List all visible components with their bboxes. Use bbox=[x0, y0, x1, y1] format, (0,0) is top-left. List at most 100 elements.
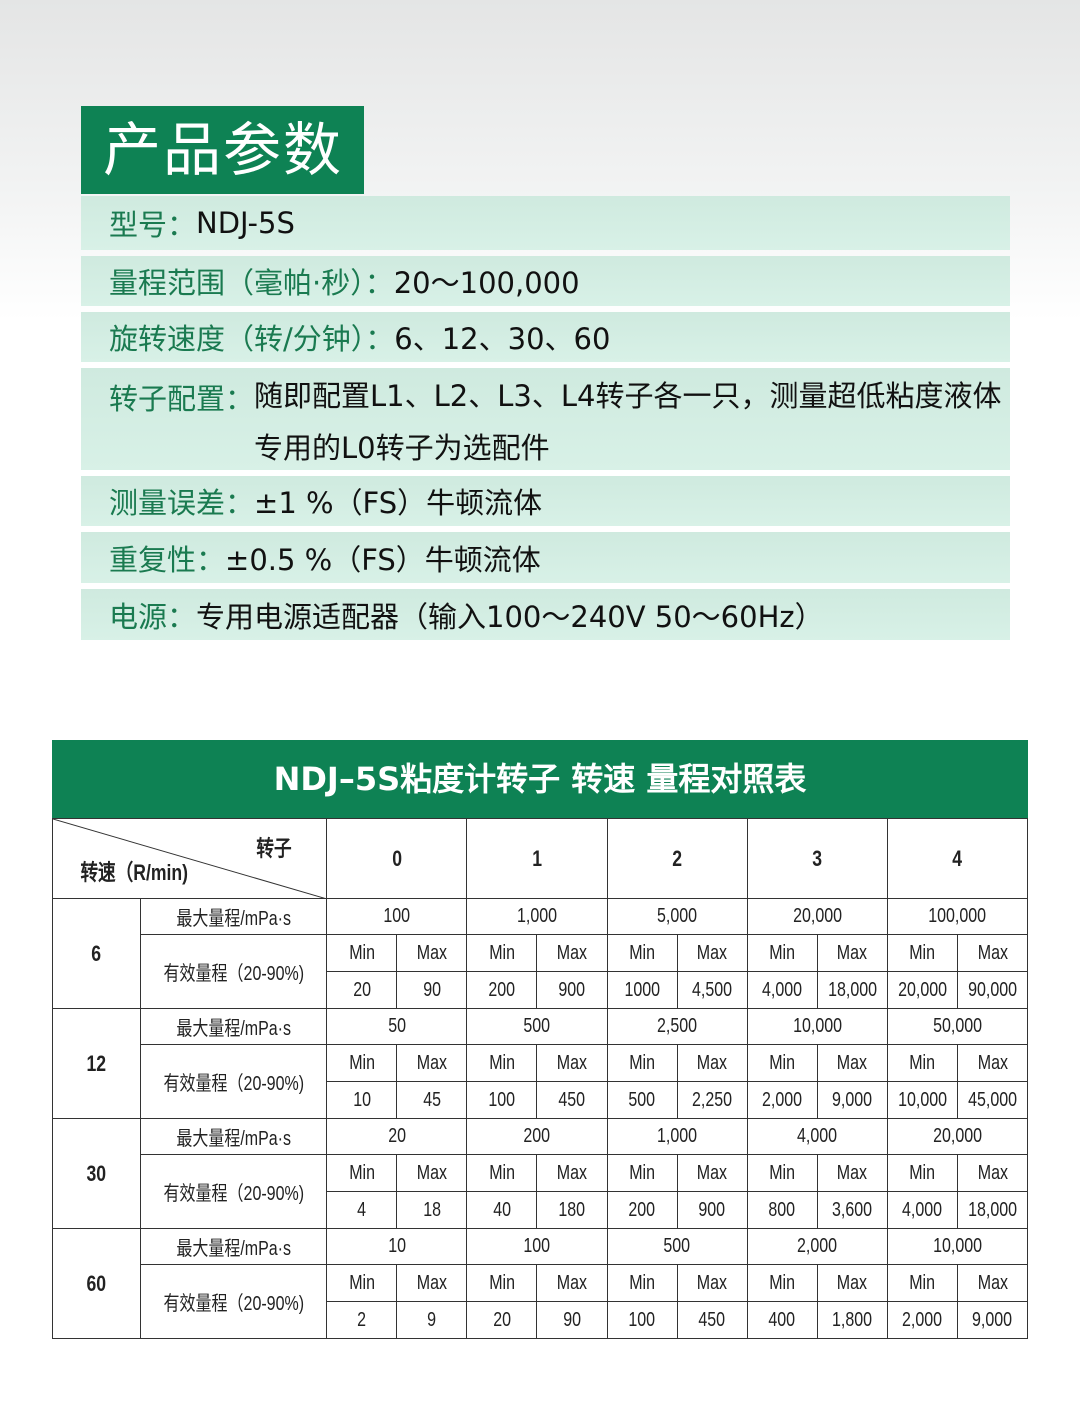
effective-range-label: 有效量程（20-90%) bbox=[140, 1264, 328, 1339]
max-range-label: 最大量程/mPa·s bbox=[140, 898, 328, 935]
max-value: 18,000 bbox=[816, 971, 888, 1009]
min-header: Min bbox=[466, 1044, 538, 1082]
table-row: 有效量程（20-90%) Min Max Min Max Min Max Min Max Min M… bbox=[53, 1264, 1029, 1339]
table-row: 20 90 200 900 1000 4,500 4,000 18,000 20,000 90,0… bbox=[53, 971, 1029, 1009]
rotor-col-header: 3 bbox=[746, 818, 888, 899]
rotor-col-header: 4 bbox=[886, 818, 1029, 899]
max-range-value: 50,000 bbox=[886, 1008, 1029, 1045]
max-range-value: 100 bbox=[326, 898, 468, 935]
min-value: 2,000 bbox=[886, 1301, 958, 1339]
max-value: 45,000 bbox=[956, 1081, 1029, 1119]
min-value: 10 bbox=[326, 1081, 398, 1119]
min-value: 20 bbox=[466, 1301, 538, 1339]
max-header: Max bbox=[676, 934, 748, 972]
max-range-label: 最大量程/mPa·s bbox=[140, 1008, 328, 1045]
table-row: 30 最大量程/mPa·s 20 200 1,000 4,000 20,000 bbox=[51, 1118, 1029, 1229]
spec-label: 测量误差： bbox=[109, 486, 255, 520]
max-header: Max bbox=[536, 1264, 608, 1302]
min-value: 2 bbox=[326, 1301, 398, 1339]
table-row: 12 最大量程/mPa·s 50 500 2,500 10,000 50,000 bbox=[51, 1008, 1029, 1119]
speed-cell: 60 bbox=[51, 1228, 142, 1339]
max-header: Max bbox=[676, 1264, 748, 1302]
min-header: Min bbox=[466, 1264, 538, 1302]
max-value: 90 bbox=[396, 971, 468, 1009]
spec-value: ±0.5 %（FS）牛顿流体 bbox=[225, 542, 541, 577]
spec-row: 重复性： ±0.5 %（FS）牛顿流体 bbox=[81, 532, 1010, 583]
spec-row: 转子配置： 随即配置L1、L2、L3、L4转子各一只，测量超低粘度液体专用的L0转… bbox=[81, 368, 1010, 470]
max-value: 450 bbox=[676, 1301, 748, 1339]
effective-range-label: 有效量程（20-90%) bbox=[140, 1154, 328, 1229]
spec-label: 重复性： bbox=[109, 542, 226, 577]
spec-label: 电源： bbox=[109, 599, 197, 634]
min-value: 4 bbox=[326, 1191, 398, 1229]
rotor-col-header: 1 bbox=[466, 818, 608, 899]
max-header: Max bbox=[956, 1264, 1029, 1302]
max-value: 900 bbox=[536, 971, 608, 1009]
max-header: Max bbox=[816, 1154, 888, 1192]
max-value: 9,000 bbox=[956, 1301, 1029, 1339]
rotor-header: 转子 bbox=[256, 836, 292, 861]
max-range-value: 20,000 bbox=[746, 898, 888, 935]
max-header: Max bbox=[396, 1264, 468, 1302]
max-header: Max bbox=[816, 934, 888, 972]
min-header: Min bbox=[746, 1044, 818, 1082]
max-range-value: 5,000 bbox=[606, 898, 748, 935]
min-value: 100 bbox=[606, 1301, 678, 1339]
speed-cell: 30 bbox=[51, 1118, 142, 1229]
min-value: 200 bbox=[466, 971, 538, 1009]
max-header: Max bbox=[536, 1154, 608, 1192]
spec-value: 随即配置L1、L2、L3、L4转子各一只，测量超低粘度液体专用的L0转子为选配件 bbox=[254, 379, 1002, 465]
max-range-value: 10 bbox=[326, 1228, 468, 1265]
spec-row: 量程范围（毫帕·秒）： 20～100,000 bbox=[81, 256, 1010, 306]
corner-cell: 转子 转速（R/min) bbox=[51, 818, 328, 899]
min-value: 10,000 bbox=[886, 1081, 958, 1119]
spec-value: 20～100,000 bbox=[393, 266, 580, 300]
min-header: Min bbox=[886, 1044, 958, 1082]
max-range-label: 最大量程/mPa·s bbox=[140, 1228, 328, 1265]
min-header: Min bbox=[746, 1154, 818, 1192]
table-row: 60 最大量程/mPa·s 10 100 500 2,000 10,000 bbox=[51, 1228, 1029, 1339]
min-value: 20,000 bbox=[886, 971, 958, 1009]
table-row: 10 45 100 450 500 2,250 2,000 9,000 10,000 45,000 bbox=[53, 1081, 1029, 1119]
max-range-value: 2,000 bbox=[746, 1228, 888, 1265]
spec-value: 专用电源适配器（输入100～240V 50～60Hz） bbox=[196, 599, 824, 634]
spec-value: 6、12、30、60 bbox=[394, 322, 611, 356]
max-header: Max bbox=[816, 1264, 888, 1302]
max-value: 90 bbox=[536, 1301, 608, 1339]
min-value: 400 bbox=[746, 1301, 818, 1339]
spec-row: 电源： 专用电源适配器（输入100～240V 50～60Hz） bbox=[81, 589, 1010, 640]
max-range-value: 200 bbox=[466, 1118, 608, 1155]
min-header: Min bbox=[326, 1044, 398, 1082]
min-header: Min bbox=[886, 1154, 958, 1192]
max-value: 2,250 bbox=[676, 1081, 748, 1119]
max-range-label: 最大量程/mPa·s bbox=[140, 1118, 328, 1155]
rotor-col-header: 2 bbox=[606, 818, 748, 899]
min-value: 1000 bbox=[606, 971, 678, 1009]
min-header: Min bbox=[886, 934, 958, 972]
min-value: 4,000 bbox=[886, 1191, 958, 1229]
min-value: 40 bbox=[466, 1191, 538, 1229]
spec-label: 量程范围（毫帕·秒）： bbox=[109, 266, 394, 300]
speed-cell: 6 bbox=[51, 898, 142, 1009]
max-value: 900 bbox=[676, 1191, 748, 1229]
min-header: Min bbox=[606, 1154, 678, 1192]
rotor-col-header: 0 bbox=[326, 818, 468, 899]
speed-cell: 12 bbox=[51, 1008, 142, 1119]
table-row: 有效量程（20-90%) Min Max Min Max Min Max Min Max Min M… bbox=[53, 1154, 1029, 1229]
table-row: 2 9 20 90 100 450 400 1,800 2,000 9,000 bbox=[53, 1301, 1029, 1339]
max-value: 4,500 bbox=[676, 971, 748, 1009]
min-header: Min bbox=[606, 1264, 678, 1302]
table-title: NDJ–5S粘度计转子 转速 量程对照表 bbox=[52, 740, 1028, 818]
max-header: Max bbox=[676, 1044, 748, 1082]
min-header: Min bbox=[746, 934, 818, 972]
spec-value: NDJ-5S bbox=[196, 206, 295, 240]
min-header: Min bbox=[326, 1154, 398, 1192]
table-row: 4 18 40 180 200 900 800 3,600 4,000 18,000 bbox=[53, 1191, 1029, 1229]
max-header: Max bbox=[956, 934, 1029, 972]
min-value: 500 bbox=[606, 1081, 678, 1119]
max-value: 9,000 bbox=[816, 1081, 888, 1119]
min-value: 100 bbox=[466, 1081, 538, 1119]
table-row: 有效量程（20-90%) Min Max Min Max Min Max Min Max Min M… bbox=[53, 934, 1029, 1009]
